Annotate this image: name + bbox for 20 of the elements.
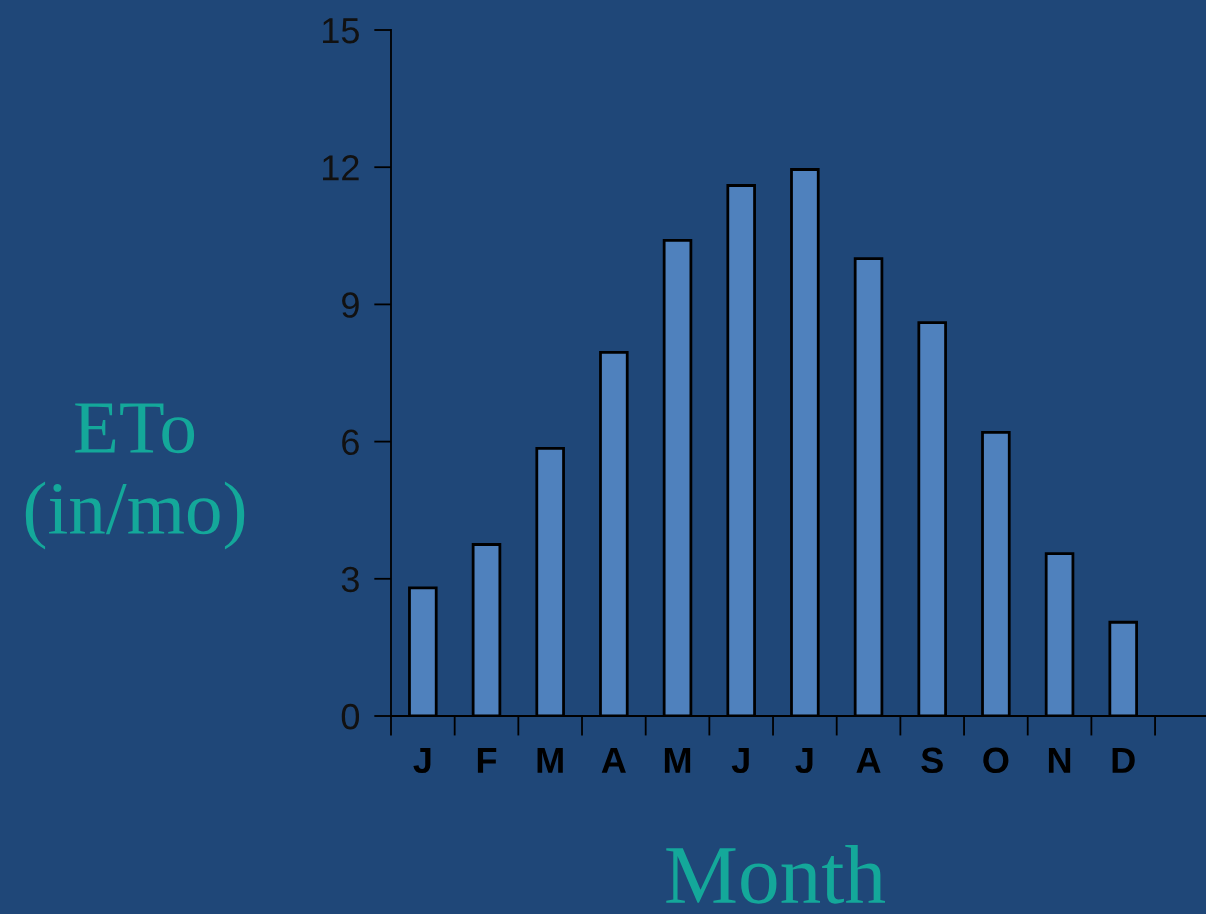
x-tick-label: J [795, 747, 813, 774]
x-axis-title: Month [666, 845, 886, 904]
y-tick-label: 0 [341, 703, 360, 730]
y-tick-label: 12 [323, 155, 359, 181]
x-tick-label: S [921, 747, 943, 774]
x-tick-label: O [983, 747, 1009, 774]
x-tick-label: A [601, 747, 626, 773]
y-tick-label: 3 [341, 566, 359, 593]
x-tick-label: D [1112, 747, 1135, 773]
x-tick-label: A [856, 747, 881, 773]
y-tick-label: 6 [342, 429, 359, 456]
x-tick-label: F [477, 747, 497, 773]
x-tick-label: N [1048, 747, 1071, 773]
y-tick-label: 15 [323, 18, 359, 44]
x-tick-label: M [664, 747, 691, 773]
x-tick-label: M [537, 747, 563, 773]
y-axis-title: ETo (in/mo) [25, 403, 245, 550]
x-tick-label: J [731, 747, 749, 774]
y-tick-label: 9 [342, 292, 359, 318]
x-tick-label: J [413, 747, 431, 774]
